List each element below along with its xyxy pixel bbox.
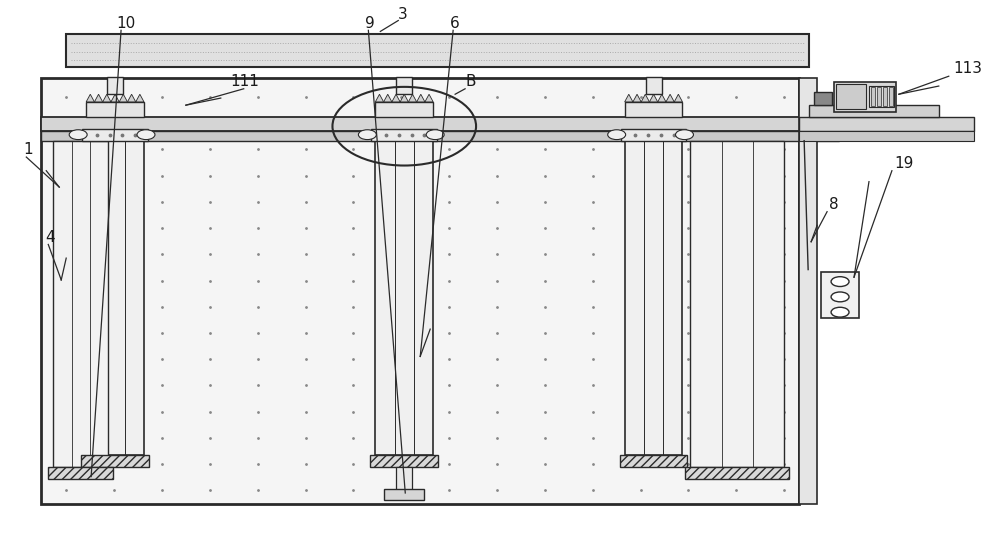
Polygon shape	[400, 94, 408, 102]
Circle shape	[831, 307, 849, 317]
Bar	[81, 455, 149, 467]
Bar	[86, 102, 144, 117]
Bar	[371, 128, 437, 141]
Bar	[107, 77, 123, 94]
Bar	[375, 102, 433, 117]
Polygon shape	[86, 94, 94, 102]
Bar	[809, 105, 939, 117]
Bar	[53, 141, 108, 467]
Bar	[834, 82, 896, 112]
Polygon shape	[425, 94, 433, 102]
Text: 9: 9	[365, 15, 375, 31]
Bar	[620, 455, 687, 467]
Polygon shape	[103, 94, 111, 102]
Bar	[883, 87, 887, 107]
Bar	[869, 86, 894, 108]
Bar	[41, 117, 839, 131]
Polygon shape	[674, 94, 682, 102]
Polygon shape	[94, 94, 103, 102]
Bar	[690, 141, 784, 467]
Polygon shape	[658, 94, 666, 102]
Text: 10: 10	[116, 15, 135, 31]
Text: 3: 3	[398, 7, 408, 22]
Bar	[871, 87, 875, 107]
Bar	[396, 77, 412, 94]
Polygon shape	[136, 94, 144, 102]
Bar	[814, 92, 832, 105]
Text: 19: 19	[894, 156, 913, 171]
Bar	[646, 77, 662, 94]
Polygon shape	[641, 94, 649, 102]
Polygon shape	[392, 94, 400, 102]
Polygon shape	[111, 94, 119, 102]
Circle shape	[608, 130, 626, 139]
Bar	[799, 78, 817, 504]
Bar	[384, 489, 424, 500]
Bar	[375, 141, 433, 455]
Text: 8: 8	[829, 197, 839, 212]
Circle shape	[358, 130, 376, 139]
Text: 1: 1	[23, 142, 33, 158]
Circle shape	[69, 130, 87, 139]
Polygon shape	[119, 94, 127, 102]
Bar	[41, 78, 799, 504]
Polygon shape	[127, 94, 136, 102]
Bar	[48, 467, 113, 479]
Bar	[625, 141, 682, 455]
Text: B: B	[465, 74, 476, 89]
Polygon shape	[408, 94, 417, 102]
Text: 113: 113	[954, 61, 983, 76]
Bar	[41, 131, 839, 141]
Text: 4: 4	[45, 229, 55, 245]
Bar	[821, 272, 859, 318]
Bar	[889, 87, 893, 107]
Bar	[685, 467, 789, 479]
Circle shape	[137, 130, 155, 139]
Polygon shape	[417, 94, 425, 102]
Bar	[621, 128, 686, 141]
Bar	[370, 455, 438, 467]
Bar	[877, 87, 881, 107]
Bar	[82, 128, 148, 141]
Circle shape	[831, 277, 849, 287]
Polygon shape	[625, 94, 633, 102]
Circle shape	[676, 130, 693, 139]
Circle shape	[426, 130, 444, 139]
Polygon shape	[375, 94, 384, 102]
Text: 6: 6	[450, 15, 460, 31]
Polygon shape	[384, 94, 392, 102]
Polygon shape	[649, 94, 658, 102]
Bar	[66, 34, 809, 67]
Polygon shape	[666, 94, 674, 102]
Text: 111: 111	[231, 74, 260, 89]
Bar	[799, 117, 974, 131]
Bar	[836, 85, 866, 109]
Bar	[396, 467, 412, 490]
Polygon shape	[633, 94, 641, 102]
Bar	[625, 102, 682, 117]
Bar	[86, 141, 144, 455]
Bar	[799, 131, 974, 141]
Circle shape	[831, 292, 849, 302]
